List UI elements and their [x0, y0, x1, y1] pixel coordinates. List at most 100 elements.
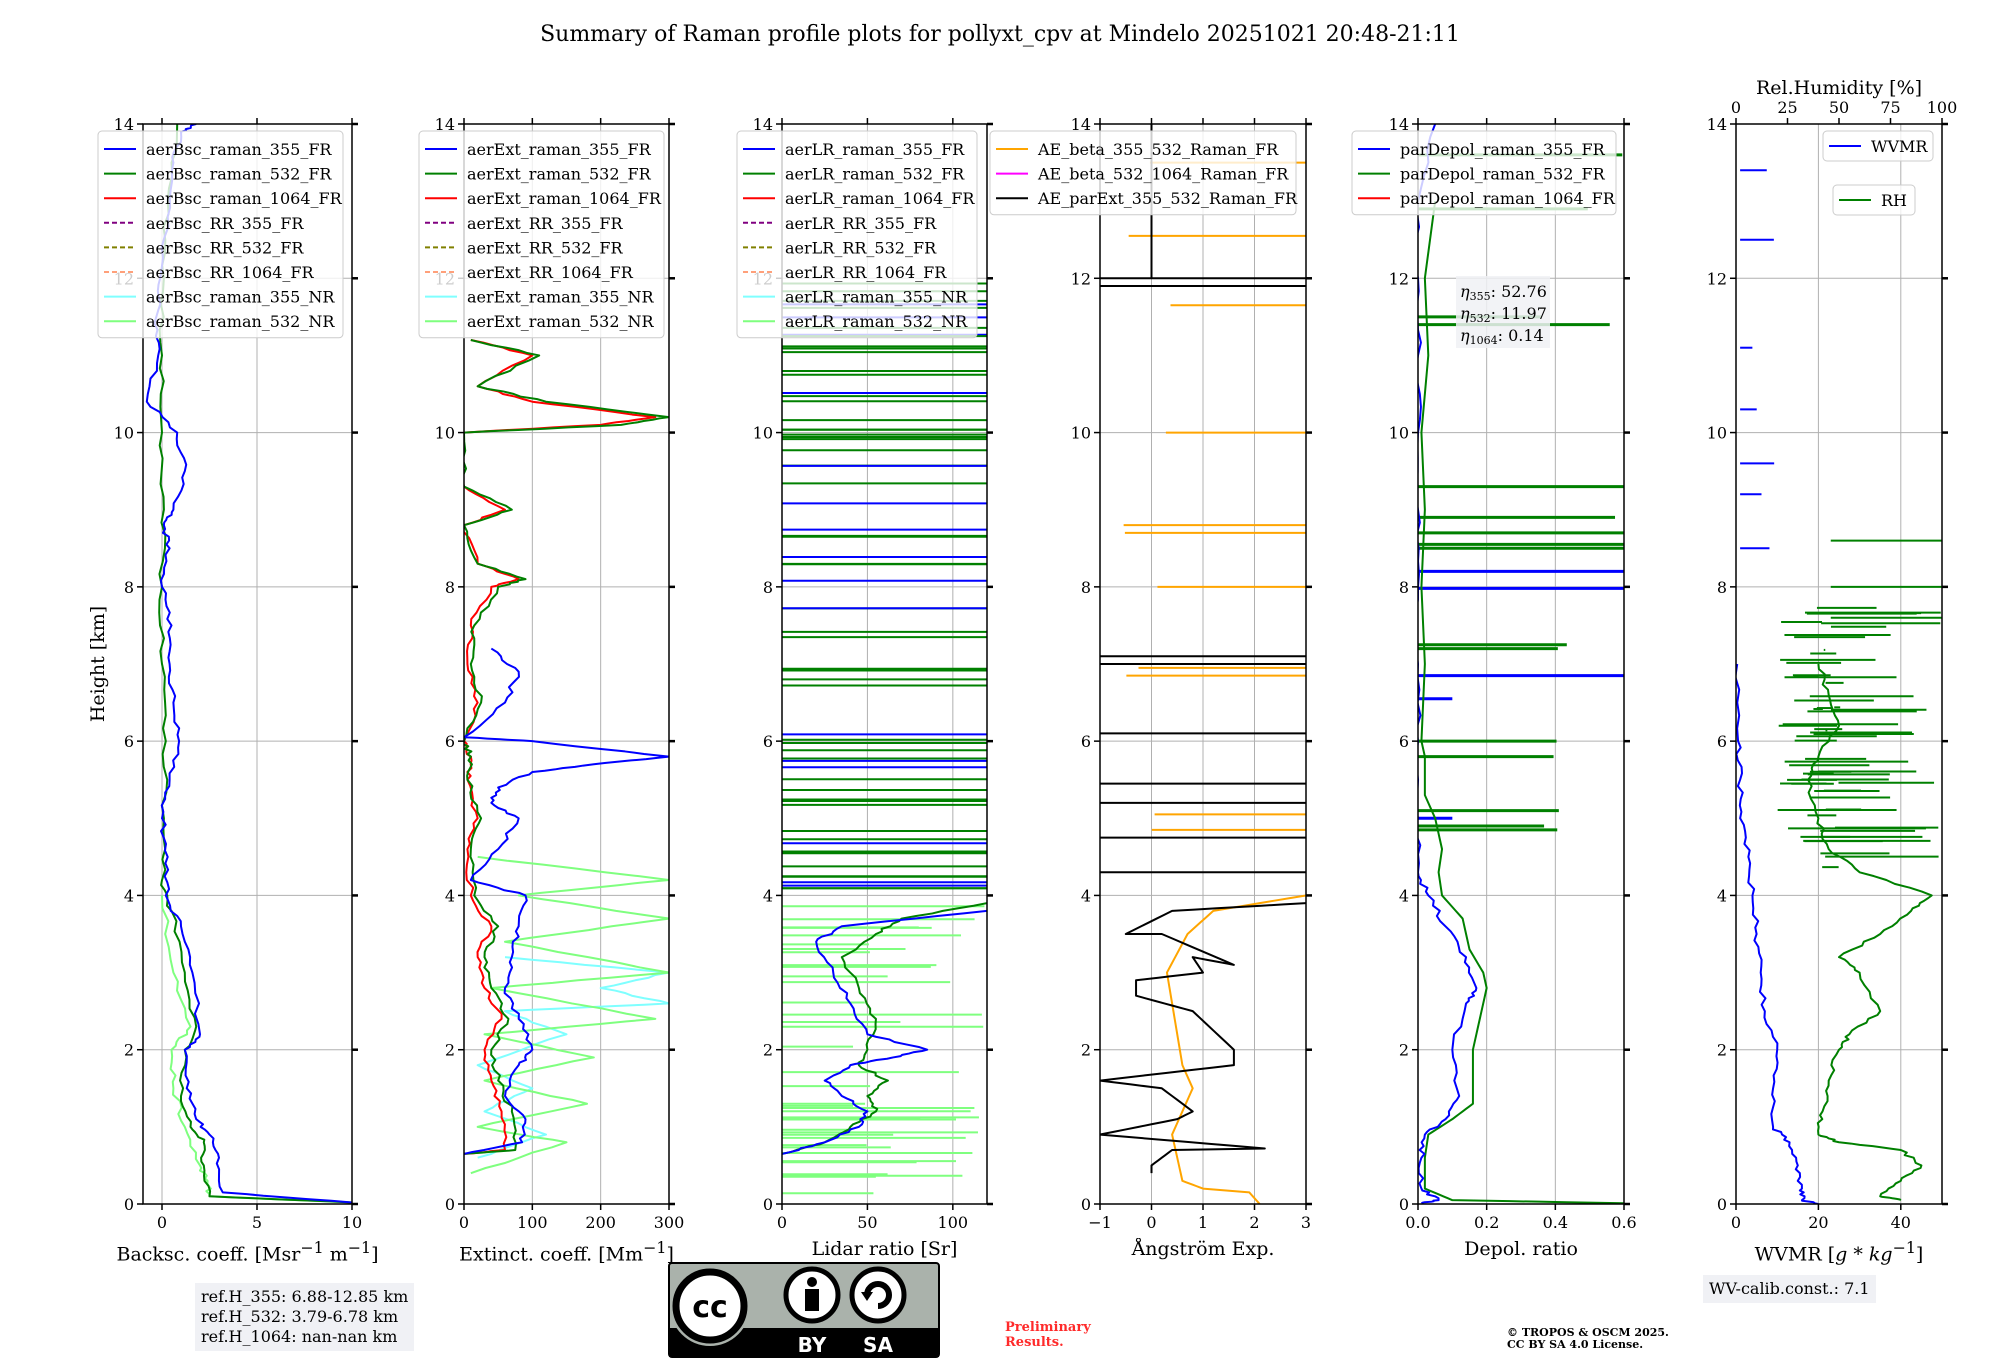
legend-extinction: aerExt_raman_355_FR aerExt_raman_532_FRae… — [418, 130, 665, 339]
x-tick-label: 0 — [459, 1213, 469, 1232]
legend-label: aerExt_RR_355_FR — [467, 214, 624, 233]
series-parDepol_raman_355_FR — [1418, 124, 1478, 1204]
x-tick-label: 3 — [1301, 1213, 1311, 1232]
legend-rh: RH — [1832, 184, 1916, 216]
y-tick-label: 2 — [763, 1041, 773, 1060]
legend-box — [736, 130, 978, 339]
top-x-tick-label: 75 — [1880, 98, 1900, 117]
x-tick-label: −1 — [1088, 1213, 1112, 1232]
y-tick-label: 0 — [1081, 1195, 1091, 1214]
cc-text: cc — [692, 1290, 728, 1325]
figure-title: Summary of Raman profile plots for polly… — [540, 22, 1460, 47]
x-tick-label: 10 — [342, 1213, 362, 1232]
y-tick-label: 12 — [1389, 269, 1409, 288]
series-WVMR — [1736, 663, 1819, 1204]
cc-by-sa-license-badge: cc BY SA — [668, 1262, 940, 1358]
x-tick-label: 300 — [654, 1213, 685, 1232]
x-tick-label: 100 — [938, 1213, 969, 1232]
y-tick-label: 12 — [1071, 269, 1091, 288]
annotation-box — [1456, 276, 1550, 348]
x-tick-label: 0 — [157, 1213, 167, 1232]
axes-frame — [1417, 123, 1625, 1205]
y-tick-label: 10 — [435, 424, 455, 443]
y-tick-label: 10 — [114, 424, 134, 443]
copyright-line-2: CC BY SA 4.0 License. — [1507, 1338, 1644, 1351]
legend-label: aerExt_raman_355_FR — [467, 140, 652, 159]
legend-label: aerExt_RR_532_FR — [467, 238, 624, 257]
x-tick-label: 50 — [857, 1213, 877, 1232]
plot-area-wvmr_rh — [1736, 169, 1942, 1204]
y-tick-label: 12 — [1707, 269, 1727, 288]
y-tick-label: 2 — [124, 1041, 134, 1060]
top-x-tick-label: 0 — [1731, 98, 1741, 117]
legend-label: aerBsc_raman_355_NR — [146, 288, 335, 307]
series-aerLR_raman_532_FR — [782, 902, 987, 1155]
series-AE_parExt_355_532_Raman_FR — [1100, 902, 1306, 1174]
y-tick-label: 10 — [1389, 424, 1409, 443]
sa-label: SA — [863, 1333, 893, 1357]
y-tick-label: 14 — [1707, 115, 1727, 134]
top-x-tick-label: 50 — [1829, 98, 1849, 117]
series-RH — [1807, 663, 1933, 1201]
y-tick-label: 14 — [114, 115, 134, 134]
y-tick-label: 10 — [753, 424, 773, 443]
y-tick-label: 10 — [1707, 424, 1727, 443]
y-tick-label: 0 — [763, 1195, 773, 1214]
y-tick-label: 14 — [1389, 115, 1409, 134]
x-tick-label: 0.2 — [1474, 1213, 1499, 1232]
legend-label: aerLR_raman_532_FR — [785, 165, 965, 184]
y-tick-label: 6 — [124, 732, 134, 751]
y-tick-label: 8 — [445, 578, 455, 597]
panel-extinction: 010020030002468101214Extinct. coeff. [Mm… — [418, 115, 685, 1265]
x-axis-label: Depol. ratio — [1464, 1238, 1578, 1260]
panel-depol: 0.0 0.2 0.4 0.6 0 2 4 6 8 10 12 14 Depol. ratio parDe… — [1351, 115, 1637, 1260]
x-tick-label: 20 — [1808, 1213, 1828, 1232]
legend-label: aerBsc_RR_532_FR — [146, 238, 304, 257]
preliminary-line-2: Results. — [1005, 1335, 1064, 1350]
x-tick-label: 0.4 — [1543, 1213, 1568, 1232]
y-tick-label: 6 — [1717, 732, 1727, 751]
legend-label: aerBsc_raman_532_FR — [146, 165, 332, 184]
legend-label: RH — [1881, 191, 1907, 210]
series-aerExt_raman_355_FR — [464, 647, 669, 1155]
panel-backscatter: 051002468101214Backsc. coeff. [Msr−1 m−1… — [97, 115, 379, 1265]
legend-box — [989, 130, 1297, 216]
legend-label: AE_beta_532_1064_Raman_FR — [1037, 165, 1289, 184]
x-tick-label: 0 — [1146, 1213, 1156, 1232]
copyright-note: © TROPOS & OSCM 2025. CC BY SA 4.0 Licen… — [1507, 1327, 1669, 1351]
legend-label: aerLR_raman_1064_FR — [785, 189, 975, 208]
y-tick-label: 8 — [124, 578, 134, 597]
x-tick-label: 5 — [252, 1213, 262, 1232]
y-tick-label: 4 — [1081, 886, 1091, 905]
legend-angstrom: AE_beta_355_532_Raman_FR AE_beta_532_1064… — [989, 130, 1298, 216]
legend-box — [97, 130, 344, 339]
x-axis-label: Backsc. coeff. [Msr−1 m−1] — [116, 1238, 378, 1265]
legend-label: WVMR — [1871, 137, 1928, 156]
x-tick-label: 0.0 — [1405, 1213, 1430, 1232]
legend-label: aerBsc_RR_355_FR — [146, 214, 304, 233]
y-tick-label: 2 — [1399, 1041, 1409, 1060]
cc-icon — [672, 1268, 748, 1344]
legend-label: aerBsc_raman_532_NR — [146, 312, 335, 331]
y-tick-label: 6 — [1081, 732, 1091, 751]
preliminary-line-1: Preliminary — [1005, 1320, 1091, 1335]
y-tick-label: 4 — [1717, 886, 1727, 905]
legend-box — [1832, 184, 1916, 216]
preliminary-results-note: Preliminary Results. — [1005, 1320, 1091, 1350]
plot-area-extinction — [464, 339, 669, 1175]
y-tick-label: 6 — [445, 732, 455, 751]
copyright-line-1: © TROPOS & OSCM 2025. — [1507, 1326, 1669, 1339]
x-axis-label: WVMR [g * kg−1] — [1755, 1238, 1924, 1265]
y-axis-label: Height [km] — [87, 606, 109, 722]
series-aerExt_raman_532_FR — [464, 339, 669, 1155]
top-x-tick-label: 100 — [1927, 98, 1958, 117]
axes-frame — [781, 123, 988, 1205]
series-parDepol_raman_532_FR — [1420, 201, 1624, 1204]
ref-height-355: ref.H_355: 6.88-12.85 km — [201, 1287, 409, 1306]
y-tick-label: 14 — [435, 115, 455, 134]
x-tick-label: 100 — [517, 1213, 548, 1232]
legend-box — [1351, 130, 1617, 216]
y-tick-label: 2 — [1081, 1041, 1091, 1060]
eta-355: η355: 52.76 — [1460, 282, 1547, 303]
